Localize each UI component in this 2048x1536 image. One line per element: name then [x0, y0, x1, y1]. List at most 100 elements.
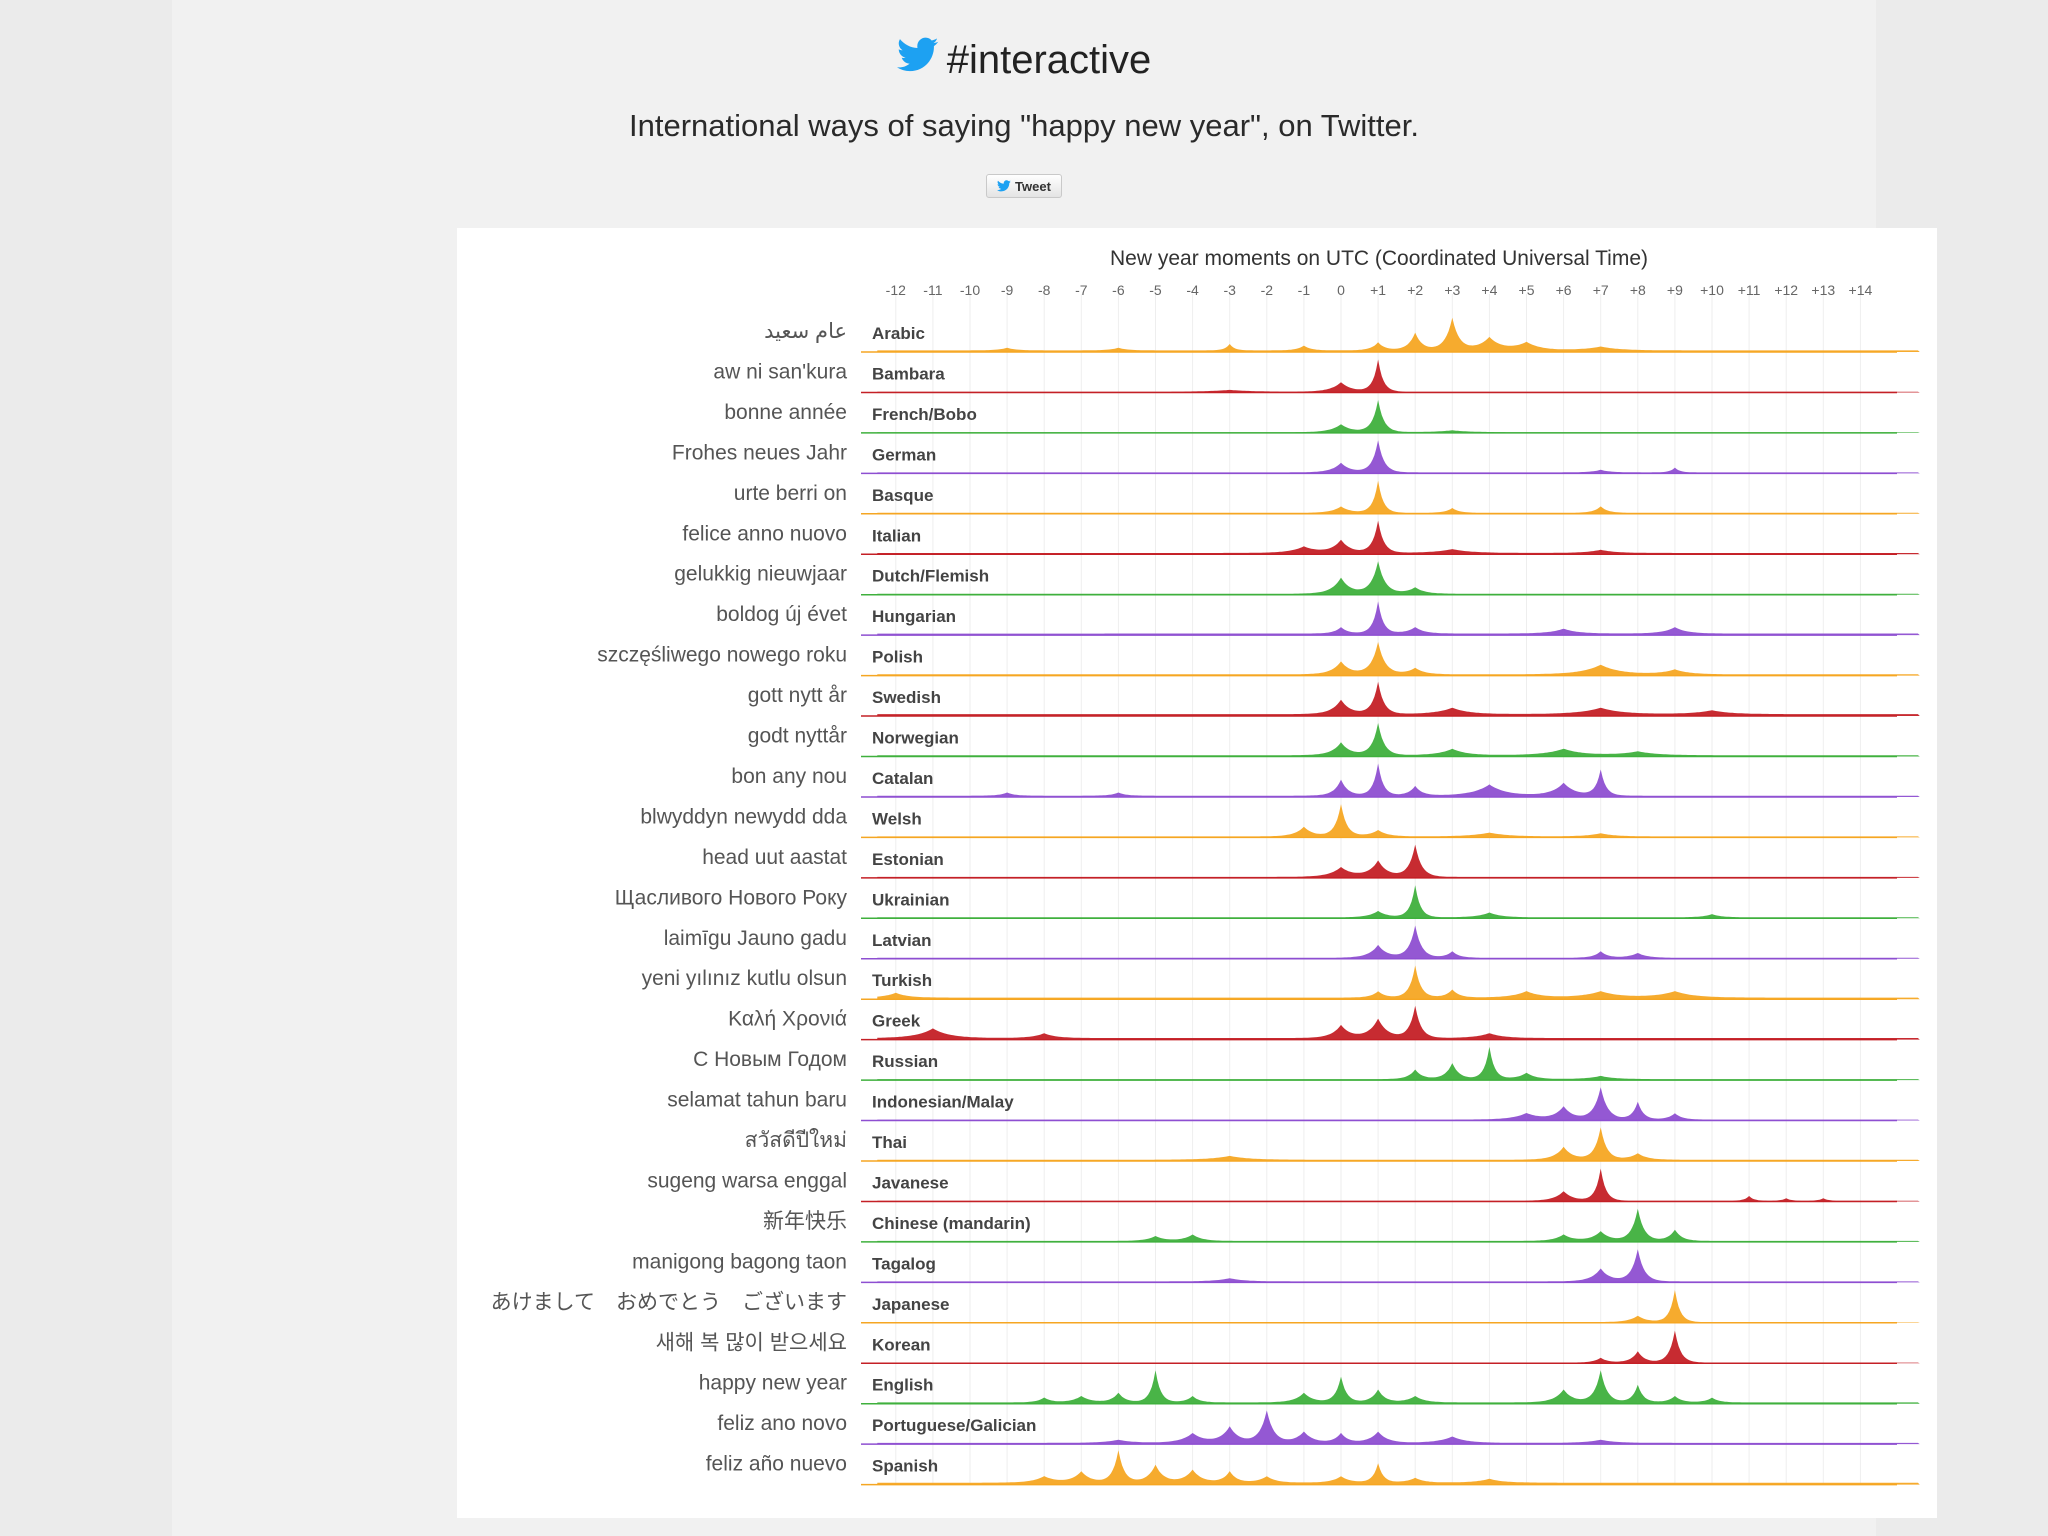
phrase-label: blwyddyn newydd dda	[640, 805, 847, 828]
series-area[interactable]	[877, 520, 1920, 555]
x-tick-label: +2	[1407, 282, 1423, 298]
language-label: Thai	[872, 1133, 907, 1152]
series-row: felice anno nuovo Italian	[682, 520, 1920, 555]
series-area[interactable]	[877, 440, 1920, 474]
series-area[interactable]	[877, 1290, 1920, 1323]
series-area[interactable]	[877, 1370, 1920, 1404]
series-area[interactable]	[877, 1046, 1920, 1081]
series-row: feliz ano novo Portuguese/Galician	[717, 1410, 1920, 1445]
tweet-button[interactable]: Tweet	[986, 174, 1062, 198]
series-row: feliz año nuevo Spanish	[706, 1450, 1920, 1486]
series-row: happy new year English	[699, 1370, 1920, 1405]
phrase-label: manigong bagong taon	[632, 1250, 847, 1273]
language-label: German	[872, 445, 936, 464]
x-tick-label: -5	[1149, 282, 1162, 298]
phrase-label: 新年快乐	[763, 1210, 847, 1233]
phrase-label: aw ni san'kura	[713, 360, 847, 383]
language-label: Norwegian	[872, 729, 959, 748]
series-area[interactable]	[877, 642, 1920, 676]
language-label: Indonesian/Malay	[872, 1093, 1014, 1112]
series-area[interactable]	[877, 1005, 1920, 1040]
language-label: Latvian	[872, 931, 932, 950]
x-tick-label: +5	[1519, 282, 1535, 298]
series-area[interactable]	[877, 925, 1920, 959]
series-area[interactable]	[877, 763, 1920, 797]
language-label: Javanese	[872, 1173, 949, 1192]
tweet-bird-icon	[997, 180, 1011, 192]
series-row: あけまして おめでとう ございます Japanese	[491, 1290, 1920, 1324]
series-row: عام سعيد Arabic	[764, 317, 1920, 353]
series-area[interactable]	[877, 1208, 1920, 1242]
phrase-label: Frohes neues Jahr	[672, 441, 847, 464]
series-area[interactable]	[877, 601, 1920, 636]
language-label: Dutch/Flemish	[872, 567, 989, 586]
series-row: szczęśliwego nowego roku Polish	[597, 642, 1920, 677]
series-row: Щасливого Нового Року Ukrainian	[615, 885, 1920, 920]
phrase-label: urte berri on	[734, 482, 847, 505]
series-row: sugeng warsa enggal Javanese	[647, 1168, 1920, 1203]
series-row: bon any nou Catalan	[731, 763, 1920, 798]
language-label: Welsh	[872, 809, 922, 828]
tweet-label: Tweet	[1015, 178, 1051, 194]
x-tick-label: +10	[1700, 282, 1724, 298]
series-area[interactable]	[877, 723, 1920, 757]
subtitle: International ways of saying "happy new …	[629, 108, 1419, 143]
phrase-label: godt nyttår	[748, 725, 847, 748]
series-area[interactable]	[877, 1249, 1920, 1283]
language-label: Swedish	[872, 688, 941, 707]
x-tick-label: +9	[1667, 282, 1683, 298]
series-area[interactable]	[877, 1330, 1920, 1364]
series-area[interactable]	[877, 480, 1920, 514]
series-area[interactable]	[877, 561, 1920, 595]
x-tick-label: +4	[1481, 282, 1497, 298]
series-area[interactable]	[877, 1127, 1920, 1161]
language-label: Bambara	[872, 364, 945, 383]
language-label: Tagalog	[872, 1254, 936, 1273]
series-area[interactable]	[877, 681, 1920, 717]
series-area[interactable]	[877, 1168, 1920, 1202]
series-area[interactable]	[877, 400, 1920, 433]
language-label: Portuguese/Galician	[872, 1416, 1036, 1435]
series-row: gott nytt år Swedish	[748, 681, 1920, 717]
phrase-label: yeni yılınız kutlu olsun	[642, 967, 847, 990]
x-tick-label: +11	[1738, 282, 1761, 298]
language-label: Italian	[872, 526, 921, 545]
title-text: #interactive	[946, 37, 1152, 82]
phrase-label: happy new year	[699, 1372, 847, 1395]
phrase-label: あけまして おめでとう ございます	[491, 1290, 847, 1314]
series-row: selamat tahun baru Indonesian/Malay	[667, 1087, 1920, 1122]
x-tick-label: -2	[1261, 282, 1274, 298]
phrase-label: bon any nou	[731, 765, 847, 788]
series-row: manigong bagong taon Tagalog	[632, 1249, 1920, 1284]
phrase-label: Щасливого Нового Року	[615, 886, 848, 909]
series-area[interactable]	[877, 1450, 1920, 1485]
x-tick-label: +1	[1370, 282, 1386, 298]
x-tick-label: +14	[1849, 282, 1873, 298]
phrase-label: gelukkig nieuwjaar	[674, 563, 847, 586]
phrase-label: С Новым Годом	[693, 1048, 847, 1071]
phrase-label: laimīgu Jauno gadu	[664, 927, 847, 950]
x-tick-label: +8	[1630, 282, 1646, 298]
series-area[interactable]	[877, 844, 1920, 878]
series-row: gelukkig nieuwjaar Dutch/Flemish	[674, 561, 1920, 596]
twitter-bird-icon	[896, 37, 939, 83]
x-tick-label: -7	[1075, 282, 1088, 298]
language-label: English	[872, 1376, 933, 1395]
phrase-label: 새해 복 많이 받으세요	[656, 1331, 847, 1354]
series-area[interactable]	[877, 965, 1920, 1000]
series-area[interactable]	[877, 885, 1920, 919]
ridgeline-chart: -12 -11 -10 -9 -8 -7 -6 -5 -4 -3 -2 -1 0 +1 +2 +3 +4 +5 +6…	[491, 247, 1920, 1486]
x-tick-label: +13	[1811, 282, 1835, 298]
series-area[interactable]	[877, 1087, 1920, 1121]
phrase-label: szczęśliwego nowego roku	[597, 644, 847, 667]
phrase-label: selamat tahun baru	[667, 1089, 847, 1112]
language-label: Korean	[872, 1335, 931, 1354]
x-tick-label: -9	[1001, 282, 1014, 298]
phrase-label: sugeng warsa enggal	[647, 1169, 847, 1192]
series-area[interactable]	[877, 359, 1920, 393]
series-area[interactable]	[877, 804, 1920, 838]
x-tick-label: -1	[1298, 282, 1311, 298]
series-row: head uut aastat Estonian	[702, 844, 1920, 879]
series-area[interactable]	[877, 317, 1920, 352]
language-label: Polish	[872, 648, 923, 667]
